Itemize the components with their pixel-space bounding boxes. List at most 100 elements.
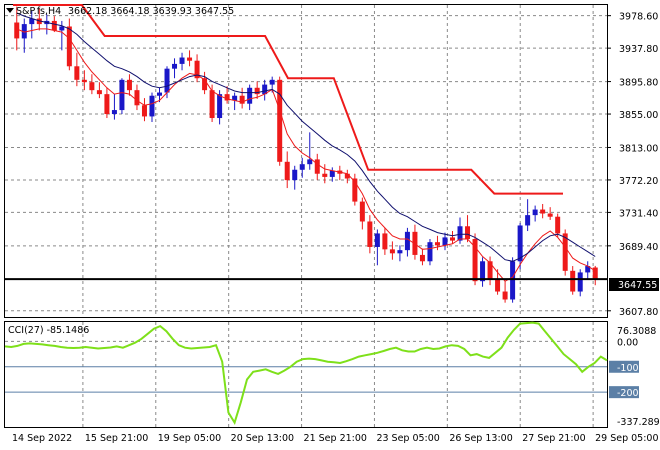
candle-body xyxy=(525,215,531,226)
candle-body xyxy=(172,63,178,69)
candle-body xyxy=(89,82,95,91)
candle-body xyxy=(450,237,455,241)
cci-tick-label: 76.3088 xyxy=(617,326,656,337)
candle-body xyxy=(74,66,80,80)
candle-body xyxy=(209,90,215,119)
candle-body xyxy=(202,78,208,91)
candle-body xyxy=(217,94,223,119)
time-tick-label: 26 Sep 13:00 xyxy=(449,433,512,444)
candle-body xyxy=(292,169,298,181)
time-tick-label: 19 Sep 05:00 xyxy=(158,433,221,444)
candle-body xyxy=(307,159,313,165)
cci-tick-label: -337.2895 xyxy=(617,417,660,428)
fast-moving-average-line xyxy=(16,28,596,282)
candle-body xyxy=(51,20,57,31)
time-tick-label: 15 Sep 21:00 xyxy=(85,433,148,444)
candle-body xyxy=(14,22,20,39)
candle-body xyxy=(585,266,591,273)
slow-moving-average-line xyxy=(16,12,596,262)
main-panel-frame xyxy=(4,4,608,318)
candle-body xyxy=(540,209,546,214)
dropdown-triangle-icon[interactable] xyxy=(6,8,14,13)
candle-body xyxy=(232,95,238,101)
candle-body xyxy=(164,68,170,93)
candle-body xyxy=(547,213,553,217)
candle-body xyxy=(314,159,320,174)
candle-body xyxy=(284,161,290,181)
candle-body xyxy=(367,221,373,247)
candle-body xyxy=(480,261,486,282)
candle-body xyxy=(269,79,275,85)
candle-body xyxy=(465,226,471,239)
candle-body xyxy=(119,79,125,111)
price-tick-label: 3607.80 xyxy=(619,307,658,318)
candle-body xyxy=(239,95,245,104)
candle-body xyxy=(562,233,568,271)
candle-body xyxy=(262,84,268,95)
candle-body xyxy=(419,254,425,262)
price-tick-label: 3731.40 xyxy=(619,208,658,219)
grid-lines xyxy=(5,5,607,427)
candle-body xyxy=(532,209,538,216)
candle-body xyxy=(374,233,380,247)
cci-tick-label: -200 xyxy=(617,388,639,399)
cci-title: CCI(27) -85.1486 xyxy=(8,325,89,336)
price-tick-label: 3855.00 xyxy=(619,110,658,121)
time-tick-label: 21 Sep 21:00 xyxy=(304,433,367,444)
candle-body xyxy=(187,57,193,61)
candle-body xyxy=(592,267,598,280)
price-tick-label: 3895.80 xyxy=(619,78,658,89)
candle-body xyxy=(66,26,72,67)
candle-body xyxy=(104,94,110,115)
candle-body xyxy=(570,270,576,292)
candle-body xyxy=(344,173,350,179)
candle-body xyxy=(329,170,335,177)
resistance-step-line xyxy=(13,4,563,195)
cci-line xyxy=(4,321,608,426)
candle-body xyxy=(126,79,132,91)
candle-body xyxy=(382,233,388,250)
cci-tick-label: -100 xyxy=(617,363,639,374)
candle-body xyxy=(111,110,117,115)
time-tick-label: 29 Sep 05:00 xyxy=(595,433,658,444)
candle-body xyxy=(397,250,403,254)
price-tick-label: 3937.80 xyxy=(619,44,658,55)
candle-body xyxy=(555,216,561,234)
cci-level-badge xyxy=(609,386,639,399)
candle-body xyxy=(457,226,463,241)
candle-body xyxy=(141,105,147,117)
candle-body xyxy=(277,79,283,162)
cci-tick-label: 0.00 xyxy=(617,337,638,348)
time-axis: 14 Sep 2022 15 Sep 21:00 19 Sep 05:00 20 Se… xyxy=(12,433,659,444)
candle-body xyxy=(427,242,433,262)
candle-body xyxy=(157,92,162,96)
current-price-label: 3647.55 xyxy=(618,280,657,291)
price-tick-label: 3978.60 xyxy=(619,12,658,23)
candle-body xyxy=(517,225,523,262)
candle-body xyxy=(224,94,230,101)
candle-body xyxy=(502,291,508,300)
ohlc-values: 3662.18 3664.18 3639.93 3647.55 xyxy=(68,6,234,17)
candle-body xyxy=(472,239,478,282)
candle-body xyxy=(577,272,583,292)
candle-body xyxy=(299,164,305,170)
candle-body xyxy=(510,261,516,300)
candle-body xyxy=(134,90,140,106)
price-axis: 3978.60 3937.80 3895.80 3855.00 3813.00 3772.… xyxy=(607,12,658,318)
candle-body xyxy=(352,178,358,202)
candle-body xyxy=(434,242,440,246)
time-tick-label: 14 Sep 2022 xyxy=(12,433,72,444)
time-tick-label: 23 Sep 05:00 xyxy=(376,433,439,444)
candle-body xyxy=(442,237,448,246)
candle-body xyxy=(81,79,87,83)
candle-body xyxy=(194,60,200,79)
time-tick-label: 27 Sep 21:00 xyxy=(522,433,585,444)
time-tick-label: 20 Sep 13:00 xyxy=(231,433,294,444)
cci-level-badge xyxy=(609,360,639,373)
candle-body xyxy=(96,90,102,95)
candle-body xyxy=(404,231,410,251)
candle-body xyxy=(322,173,328,177)
price-tick-label: 3772.20 xyxy=(619,176,658,187)
